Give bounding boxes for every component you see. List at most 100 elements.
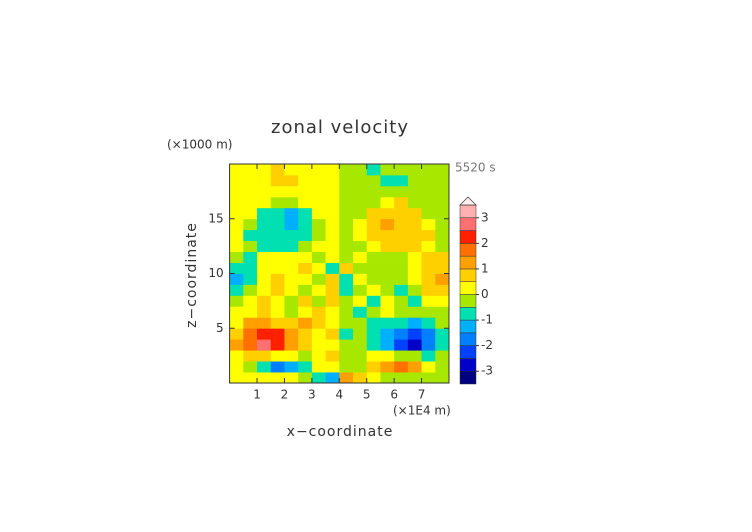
cell xyxy=(325,218,340,231)
cell xyxy=(339,328,354,340)
cell xyxy=(339,273,354,285)
cell xyxy=(353,295,368,307)
cell xyxy=(311,306,326,318)
cell xyxy=(298,306,313,318)
cell xyxy=(298,196,313,209)
cell xyxy=(394,218,409,231)
cell xyxy=(353,317,368,329)
x-tick-label: 6 xyxy=(390,388,398,402)
cell xyxy=(366,372,381,384)
y-axis-label: z−coordinate xyxy=(184,222,200,328)
cell xyxy=(394,284,409,296)
cell xyxy=(394,306,409,318)
cell xyxy=(339,339,354,351)
cell xyxy=(311,273,326,285)
cell xyxy=(407,284,422,296)
cell xyxy=(366,174,381,187)
cell xyxy=(339,295,354,307)
cell xyxy=(311,361,326,373)
cell xyxy=(339,240,354,252)
cell xyxy=(311,207,326,220)
cell xyxy=(229,185,244,198)
cell xyxy=(366,350,381,362)
cell xyxy=(380,174,395,187)
cell xyxy=(284,164,299,176)
cell xyxy=(298,262,313,274)
cell xyxy=(353,339,368,351)
cell xyxy=(325,185,340,198)
cell xyxy=(257,185,272,198)
cell xyxy=(229,372,244,384)
cell xyxy=(353,164,368,176)
cell xyxy=(394,174,409,187)
cell xyxy=(366,229,381,242)
cell xyxy=(380,306,395,318)
cell xyxy=(435,361,450,373)
cell xyxy=(257,240,272,252)
cell xyxy=(394,339,409,351)
cell xyxy=(394,317,409,329)
cell xyxy=(298,273,313,285)
cell xyxy=(435,218,450,231)
cell xyxy=(298,339,313,351)
cell xyxy=(353,372,368,384)
x-unit: (×1E4 m) xyxy=(393,404,451,418)
cell xyxy=(421,339,436,351)
cell xyxy=(394,262,409,274)
cell xyxy=(339,251,354,263)
cell xyxy=(325,174,340,187)
cell xyxy=(257,218,272,231)
cell xyxy=(407,295,422,307)
cell xyxy=(229,218,244,231)
cell xyxy=(270,164,285,176)
cell xyxy=(421,295,436,307)
cell xyxy=(257,229,272,242)
cell xyxy=(421,164,436,176)
cell xyxy=(421,174,436,187)
cell xyxy=(407,306,422,318)
cell xyxy=(229,361,244,373)
cell xyxy=(325,306,340,318)
cell xyxy=(380,284,395,296)
colorbar-tick-label: 1 xyxy=(481,261,489,275)
cell xyxy=(353,251,368,263)
colorbar-band xyxy=(459,268,477,282)
cell xyxy=(421,284,436,296)
cell xyxy=(366,328,381,340)
cell xyxy=(435,372,450,384)
cell xyxy=(353,350,368,362)
cell xyxy=(435,229,450,242)
cell xyxy=(257,262,272,274)
cell xyxy=(270,361,285,373)
cell xyxy=(243,372,258,384)
cell xyxy=(311,317,326,329)
cell xyxy=(284,262,299,274)
y-unit: (×1000 m) xyxy=(167,138,232,152)
cell xyxy=(311,174,326,187)
cell xyxy=(353,196,368,209)
cell xyxy=(284,218,299,231)
cell xyxy=(394,229,409,242)
cell xyxy=(394,273,409,285)
cell xyxy=(257,295,272,307)
cell xyxy=(284,174,299,187)
cell xyxy=(284,317,299,329)
cell xyxy=(421,240,436,252)
cell xyxy=(229,284,244,296)
cell xyxy=(270,328,285,340)
cell xyxy=(257,372,272,384)
colorbar-tick-label: -3 xyxy=(481,364,493,378)
cell xyxy=(229,328,244,340)
cell xyxy=(407,339,422,351)
colorbar-band xyxy=(459,358,477,372)
cell xyxy=(257,317,272,329)
cell xyxy=(353,273,368,285)
cell xyxy=(298,185,313,198)
cell xyxy=(311,262,326,274)
cell xyxy=(407,273,422,285)
cell xyxy=(284,339,299,351)
cell xyxy=(421,273,436,285)
cell xyxy=(421,317,436,329)
cell xyxy=(339,174,354,187)
cell xyxy=(353,262,368,274)
